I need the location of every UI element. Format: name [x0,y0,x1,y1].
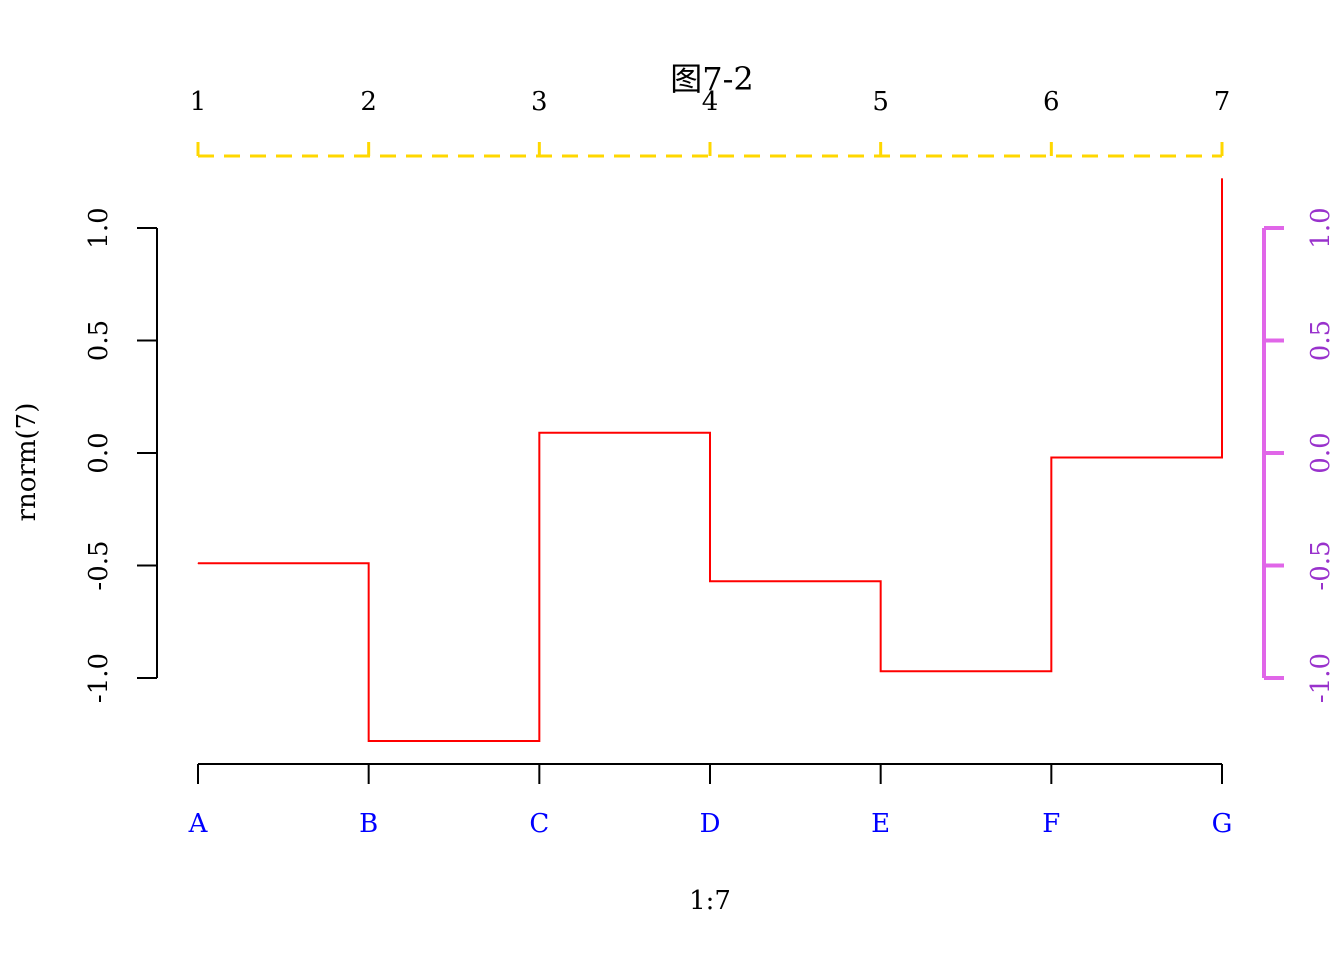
top-axis: 1 2 3 4 5 6 7 [190,87,1231,158]
bottom-tick-label: B [359,809,378,839]
left-axis: -1.0 -0.5 0.0 0.5 1.0 [84,207,158,703]
data-point [538,432,540,434]
left-tick-label: 0.5 [84,320,114,361]
right-tick-label: 0.5 [1306,320,1336,361]
data-point [1221,178,1223,179]
top-tick-label: 6 [1043,87,1060,117]
top-tick-label: 1 [190,87,207,117]
data-point [368,740,370,742]
bottom-tick-label: G [1212,809,1233,839]
left-tick-label: -0.5 [84,540,114,590]
bottom-tick-label: C [529,809,549,839]
data-point [1050,457,1052,458]
top-tick-label: 4 [702,87,719,117]
bottom-tick-label: D [700,809,721,839]
bottom-tick-label: A [188,809,209,839]
top-tick-label: 3 [531,87,548,117]
x-axis-title: 1:7 [689,886,731,916]
data-series [197,178,1223,742]
top-tick-label: 7 [1214,87,1231,117]
left-tick-label: -1.0 [84,653,114,703]
data-point [197,562,199,564]
data-point [880,670,882,672]
bottom-tick-label: E [871,809,890,839]
left-tick-label: 0.0 [84,432,114,473]
top-tick-label: 5 [872,87,889,117]
bottom-axis: A B C D E F G [188,763,1233,839]
step-line [198,178,1223,742]
bottom-tick-label: F [1042,809,1060,839]
chart-title: 图7-2 [670,60,754,98]
top-tick-label: 2 [360,87,377,117]
right-tick-label: 1.0 [1306,207,1336,248]
right-tick-label: 0.0 [1306,432,1336,473]
right-tick-label: -1.0 [1306,653,1336,703]
right-axis: -1.0 -0.5 0.0 0.5 1.0 [1262,207,1336,703]
left-tick-label: 1.0 [84,207,114,248]
right-tick-label: -0.5 [1306,540,1336,590]
data-point [709,580,711,582]
y-axis-title: rnorm(7) [12,403,42,522]
